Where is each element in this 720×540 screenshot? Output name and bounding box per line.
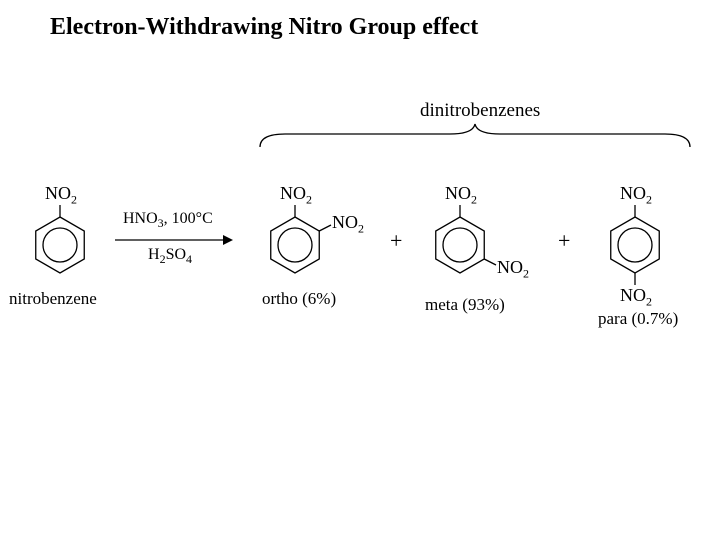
product-caption: para (0.7%) xyxy=(598,309,678,329)
brace-label: dinitrobenzenes xyxy=(420,100,540,122)
no2-top: NO2 xyxy=(445,183,477,208)
no2-ortho: NO2 xyxy=(332,212,364,237)
product-para: NO2 NO2 para (0.7%) xyxy=(590,185,690,310)
product-caption: ortho (6%) xyxy=(262,289,336,309)
no2-label: NO2 xyxy=(45,183,77,208)
page-title: Electron-Withdrawing Nitro Group effect xyxy=(50,14,478,41)
product-meta: NO2 NO2 meta (93%) xyxy=(415,185,535,300)
reaction-arrow: HNO3, 100°C H2SO4 xyxy=(113,230,233,255)
arrow-top-label: HNO3, 100°C xyxy=(123,210,213,231)
no2-top: NO2 xyxy=(280,183,312,208)
plus-sign: + xyxy=(390,228,402,254)
no2-top: NO2 xyxy=(620,183,652,208)
no2-meta: NO2 xyxy=(497,257,529,282)
reactant-nitrobenzene: NO2 nitrobenzene xyxy=(15,185,105,290)
products-brace: dinitrobenzenes xyxy=(255,122,695,155)
reaction-scheme: NO2 nitrobenzene HNO3, 100°C H2SO4 dinit… xyxy=(5,130,715,390)
no2-para: NO2 xyxy=(620,285,652,310)
arrow-bottom-label: H2SO4 xyxy=(148,246,192,267)
product-ortho: NO2 NO2 ortho (6%) xyxy=(250,185,370,290)
product-caption: meta (93%) xyxy=(425,295,505,315)
plus-sign: + xyxy=(558,228,570,254)
reactant-caption: nitrobenzene xyxy=(9,289,97,309)
